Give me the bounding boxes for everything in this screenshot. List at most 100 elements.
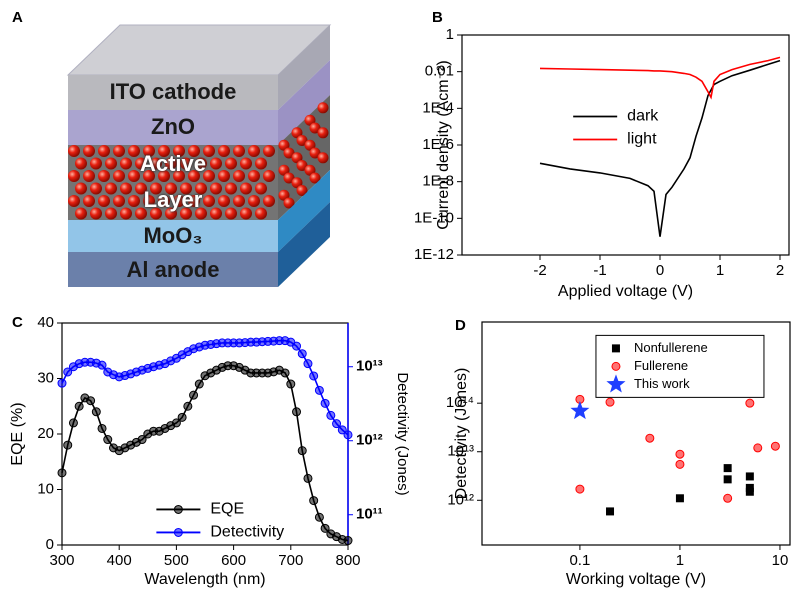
legend-label: EQE <box>210 501 244 518</box>
molecule <box>309 122 321 134</box>
marker <box>753 443 763 453</box>
y-tick-label: 1E-4 <box>422 99 454 116</box>
marker <box>137 435 147 445</box>
molecule <box>225 207 237 220</box>
marker <box>303 359 313 369</box>
molecule <box>113 145 125 157</box>
marker <box>723 475 732 484</box>
molecule <box>296 184 308 196</box>
marker <box>337 425 347 435</box>
series-line <box>539 59 781 237</box>
zno-layer <box>68 110 278 145</box>
y-tick-label: 10¹³ <box>447 443 474 460</box>
legend-marker <box>173 527 183 537</box>
device-stack <box>66 24 332 287</box>
molecule <box>283 197 295 209</box>
molecule <box>135 182 147 195</box>
marker <box>57 468 67 478</box>
marker <box>745 487 754 496</box>
molecule <box>255 157 267 170</box>
active-layer <box>68 145 278 220</box>
marker <box>745 398 755 408</box>
marker <box>606 507 615 516</box>
x-tick-label: 600 <box>221 552 246 569</box>
molecule <box>188 170 200 182</box>
zno-side <box>278 60 330 145</box>
marker <box>326 410 336 420</box>
molecule <box>75 157 87 170</box>
marker <box>280 368 290 378</box>
molecule <box>143 170 155 182</box>
molecule <box>105 157 117 170</box>
molecule <box>68 145 80 157</box>
molecule <box>210 207 222 220</box>
molecule <box>296 159 308 171</box>
molecule <box>203 195 215 207</box>
legend-label: Nonfullerene <box>634 340 708 355</box>
marker <box>314 512 324 522</box>
y-tick-label: 0 <box>46 536 54 553</box>
y-tick-label: 10 <box>37 480 54 497</box>
marker <box>343 430 353 440</box>
y-axis-label: Detectivity (Jones) <box>453 368 470 500</box>
marker <box>675 449 685 459</box>
marker <box>332 419 342 429</box>
molecule <box>203 145 215 157</box>
marker <box>177 412 187 422</box>
marker <box>570 401 590 420</box>
marker <box>91 407 101 417</box>
molecule <box>158 145 170 157</box>
marker <box>286 379 296 389</box>
molecule <box>143 195 155 207</box>
marker <box>74 401 84 411</box>
molecule <box>180 157 192 170</box>
y-tick-label: 1E-8 <box>422 173 454 190</box>
molecule <box>143 145 155 157</box>
y-tick-label: 1E-10 <box>414 209 454 226</box>
legend-label: Detectivity <box>210 524 284 541</box>
molecule <box>83 170 95 182</box>
legend-label: Fullerene <box>634 358 688 373</box>
molecule <box>165 182 177 195</box>
molecule <box>218 195 230 207</box>
molecule <box>240 182 252 195</box>
molecule <box>309 172 321 184</box>
molecule <box>158 170 170 182</box>
x-tick-label: 0 <box>656 262 664 279</box>
marker <box>297 349 307 359</box>
y-tick-label: 1E-12 <box>414 246 454 263</box>
y2-tick-label: 10¹¹ <box>356 506 383 523</box>
marker <box>723 464 732 473</box>
legend-marker <box>611 361 621 371</box>
y-axis-label: EQE (%) <box>9 402 26 465</box>
molecule <box>120 157 132 170</box>
molecule <box>309 147 321 159</box>
molecule <box>283 172 295 184</box>
layer-label: MoO₃ <box>143 223 203 248</box>
molecule <box>188 145 200 157</box>
x-tick-label: 800 <box>335 552 360 569</box>
layer-label: ITO cathode <box>109 79 237 104</box>
molecule <box>150 182 162 195</box>
y2-tick-label: 10¹³ <box>356 358 383 375</box>
molecule <box>248 170 260 182</box>
marker <box>675 459 685 469</box>
molecule <box>195 157 207 170</box>
molecule <box>233 195 245 207</box>
x-tick-label: 1 <box>676 552 684 569</box>
y-axis-label: Current density (Acm⁻²) <box>435 60 452 229</box>
marker <box>63 367 73 377</box>
molecule <box>173 145 185 157</box>
y-tick-label: 1 <box>446 26 454 43</box>
layer-label: Al anode <box>126 257 220 282</box>
molecule <box>203 170 215 182</box>
molecule <box>317 102 329 114</box>
marker <box>314 385 324 395</box>
marker <box>183 401 193 411</box>
x-tick-label: 700 <box>278 552 303 569</box>
y-tick-label: 0.01 <box>425 63 454 80</box>
legend-marker <box>173 504 183 514</box>
marker <box>194 379 204 389</box>
al-side <box>278 202 330 287</box>
